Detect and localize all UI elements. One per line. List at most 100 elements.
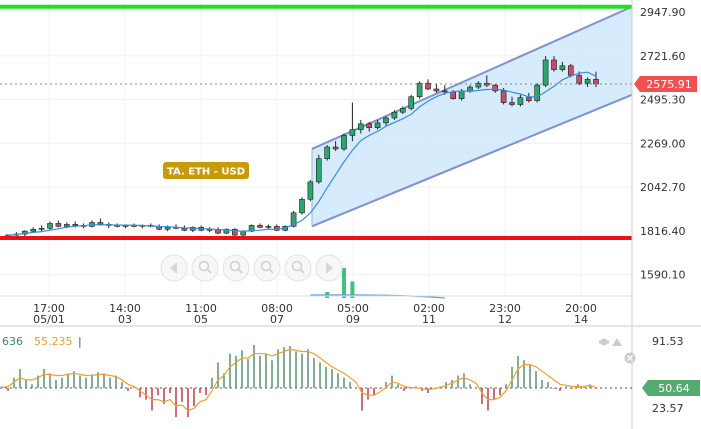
indicator-controls[interactable] [599,338,636,364]
candle-body [525,97,532,101]
candle-body [357,123,364,130]
magnifier-lens [291,260,303,272]
zoom-out-icon[interactable] [222,254,250,282]
zoom-in-icon[interactable] [191,254,219,282]
candle-body [72,224,79,226]
time-tick-label: 11:00 [185,302,217,315]
watermark-text: TA. ETH - USD [167,167,245,178]
volume-bars [310,268,445,299]
candle-body [97,222,104,225]
indicator-line [1,348,597,412]
next-icon[interactable] [315,254,343,282]
candle-body [290,212,297,227]
zoom-out-area-icon[interactable] [284,254,312,282]
time-tick-label: 02:00 [413,302,445,315]
magnifier-handle [206,268,212,274]
candle-body [374,122,381,128]
toolbar-button-bg [253,254,281,282]
candle-body [458,90,465,99]
candle-body [551,59,557,70]
candle-body [315,158,322,183]
main-price-panel[interactable]: TA. ETH - USD [0,0,633,299]
indicator-legend-value-1: 636 [2,335,23,348]
zoom-in-area-icon[interactable] [253,254,281,282]
prev-icon[interactable] [160,254,188,282]
candle-body [593,79,599,85]
date-tick-label: 11 [422,313,436,326]
price-axis[interactable]: 2947.90 2721.60 2495.30 2269.00 2042.70 1816.… [631,0,697,325]
prev-arrow [170,262,177,274]
date-tick-label: 14 [574,313,588,326]
candle-body [231,228,238,236]
candle-body [492,84,499,92]
grid [0,0,632,296]
candle-body [349,129,356,136]
price-tick-label: 2495.30 [640,94,686,107]
candle-body [307,181,314,200]
volume-average-line [310,294,445,299]
indicator-legend-value-2: 55.235 [34,335,73,348]
candle-body [399,108,406,113]
magnifier-lens [229,260,241,272]
price-tick-label: 2947.90 [640,6,686,19]
close-icon[interactable] [624,352,636,364]
time-tick-label: 23:00 [489,302,521,315]
candle-body [441,90,448,93]
candle-body [38,227,45,230]
candle-body [576,75,583,84]
candle-body [223,228,230,234]
last-price-value: 2575.91 [646,78,692,91]
last-price-label: 2575.91 [634,75,697,92]
moving-average-line [7,71,597,236]
toolbar-button-bg [284,254,312,282]
indicator-tick-top: 91.53 [652,335,684,348]
magnifier-handle [299,268,305,274]
indicator-value: 50.64 [658,382,690,395]
price-tick-label: 1590.10 [640,269,686,282]
candle-body [181,227,188,231]
channel-lower-line [311,93,633,228]
time-tick-label: 20:00 [565,302,597,315]
candle-body [542,59,549,86]
candle-body [408,96,415,109]
time-tick-label: 05:00 [337,302,369,315]
candle-body [265,226,272,228]
candle-body [500,90,507,103]
candle-body [47,223,53,229]
date-tick-label: 12 [498,313,512,326]
move-up-icon[interactable] [612,338,622,346]
candle-body [30,228,37,232]
time-tick-label: 17:00 [33,302,65,315]
watermark: TA. ETH - USD [163,162,249,179]
toolbar-button-bg [191,254,219,282]
candle-body [383,117,389,124]
candle-body [534,84,541,101]
candle-body [332,146,339,150]
candle-body [559,65,566,70]
date-tick-label: 05 [194,313,208,326]
indicator-panel[interactable]: 636 55.235 | 91.53 23.57 50.64 [0,325,701,429]
candle-body [391,111,398,119]
indicator-tick-bottom: 23.57 [652,402,684,415]
candle-body [341,135,347,150]
magnifier-lens [198,260,210,272]
indicator-value-label: 50.64 [642,379,700,396]
candles [5,56,599,240]
candle-body [433,88,440,92]
candle-body [567,65,574,76]
price-tick-label: 1816.40 [640,225,686,238]
candle-body [55,223,62,227]
candle-body [63,224,70,227]
time-tick-label: 08:00 [261,302,293,315]
chart-toolbar [160,254,343,282]
volume-bar [342,268,346,298]
candle-body [509,102,515,105]
settings-icon[interactable] [599,338,609,346]
toolbar-button-bg [222,254,250,282]
candle-body [425,82,431,90]
candle-body [366,123,373,128]
price-tick-label: 2721.60 [640,50,686,63]
candle-body [299,198,305,214]
candle-body [450,91,457,99]
